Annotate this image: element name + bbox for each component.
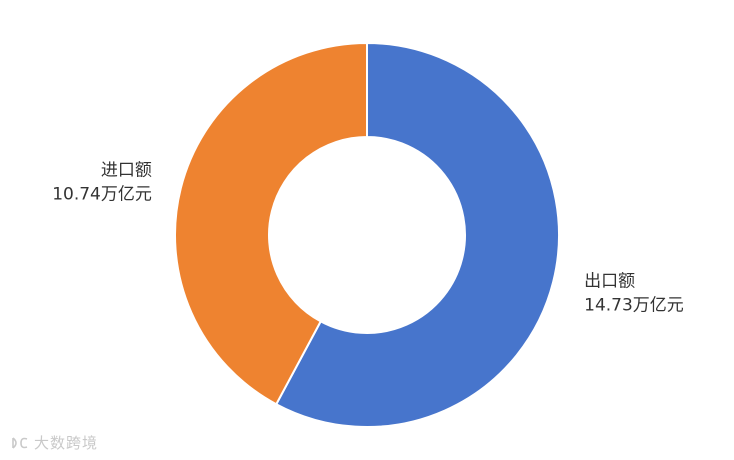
chart-slices	[174, 41, 560, 428]
watermark: 大数跨境	[10, 432, 98, 453]
chart-labels: 出口额 14.73万亿元 进口额 10.74万亿元	[52, 160, 684, 315]
slice-0	[274, 41, 560, 428]
slice-1	[174, 41, 368, 406]
slice-label-name-0: 出口额	[584, 272, 635, 292]
ds-logo-icon	[12, 436, 28, 449]
watermark-text: 大数跨境	[34, 434, 99, 452]
slice-label-value-1: 10.74万亿元	[52, 184, 152, 204]
slice-label-value-0: 14.73万亿元	[584, 296, 684, 316]
slice-label-name-1: 进口额	[101, 160, 152, 180]
